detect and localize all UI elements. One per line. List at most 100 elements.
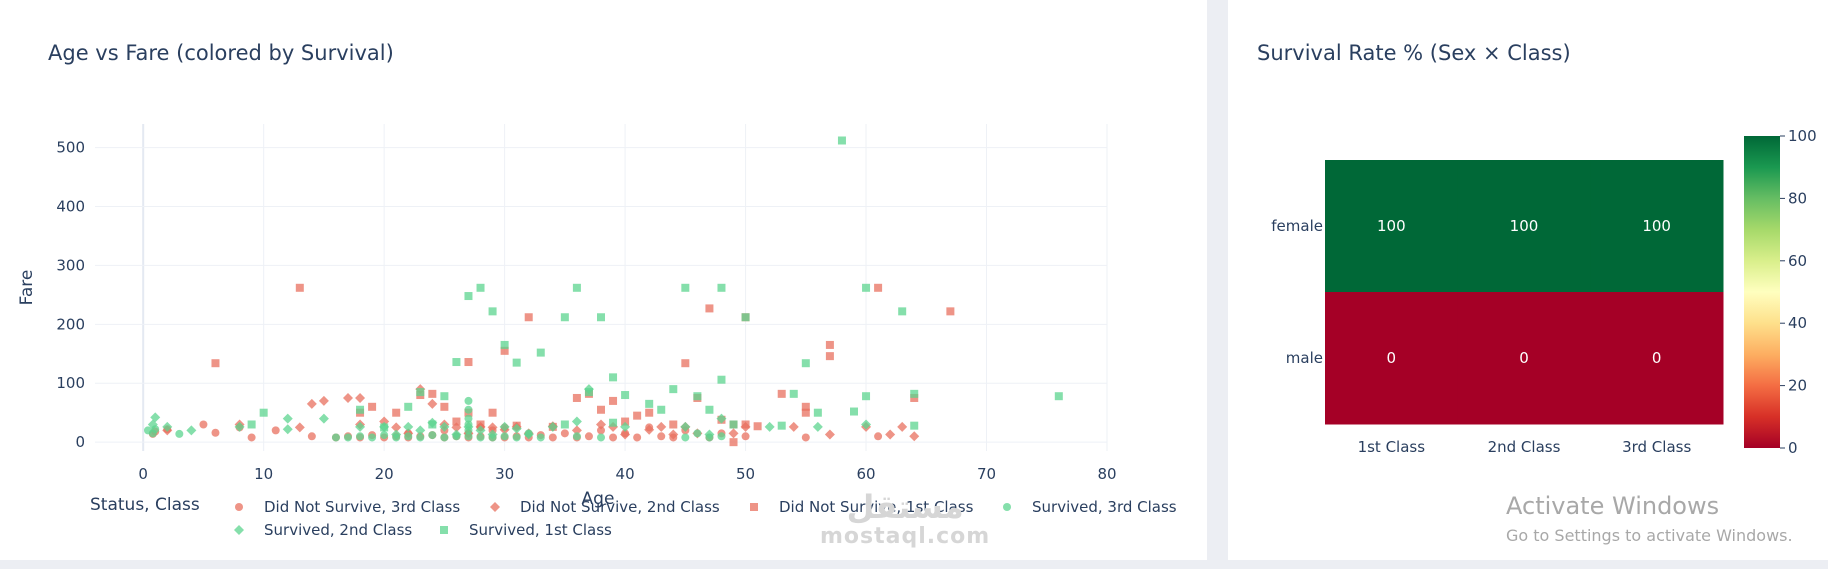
data-point[interactable] (825, 340, 834, 349)
data-point[interactable] (572, 432, 581, 441)
data-point[interactable] (910, 389, 919, 398)
data-point[interactable] (572, 283, 581, 292)
data-point[interactable] (680, 421, 691, 432)
data-point[interactable] (741, 432, 750, 441)
data-point[interactable] (476, 433, 485, 442)
data-point[interactable] (211, 428, 220, 437)
data-point[interactable] (427, 398, 438, 409)
data-point[interactable] (162, 421, 173, 432)
data-point[interactable] (753, 422, 762, 431)
data-point[interactable] (318, 413, 329, 424)
data-point[interactable] (716, 413, 727, 424)
heatmap-cell[interactable] (1590, 292, 1724, 425)
data-point[interactable] (536, 433, 545, 442)
data-point[interactable] (392, 408, 401, 417)
data-point[interactable] (186, 425, 197, 436)
data-point[interactable] (596, 419, 606, 430)
data-point[interactable] (452, 358, 461, 367)
data-point[interactable] (621, 417, 630, 426)
data-point[interactable] (355, 421, 366, 432)
data-point[interactable] (524, 313, 533, 322)
legend-item-label[interactable]: Survived, 2nd Class (264, 521, 412, 539)
data-point[interactable] (572, 393, 581, 402)
data-point[interactable] (356, 405, 365, 414)
data-point[interactable] (487, 422, 498, 433)
data-point[interactable] (307, 432, 316, 441)
data-point[interactable] (488, 408, 497, 417)
data-point[interactable] (825, 352, 834, 361)
data-point[interactable] (464, 292, 473, 301)
data-point[interactable] (391, 422, 402, 433)
data-point[interactable] (571, 425, 582, 436)
data-point[interactable] (597, 433, 605, 442)
legend-marker[interactable] (440, 526, 448, 534)
data-point[interactable] (499, 421, 510, 432)
data-point[interactable] (512, 358, 521, 367)
data-point[interactable] (910, 393, 919, 402)
data-point[interactable] (693, 429, 702, 438)
data-point[interactable] (681, 433, 690, 442)
data-point[interactable] (717, 375, 726, 384)
data-point[interactable] (380, 431, 389, 440)
data-point[interactable] (475, 425, 486, 436)
data-point[interactable] (609, 418, 618, 427)
data-point[interactable] (500, 340, 509, 349)
data-point[interactable] (391, 429, 402, 440)
data-point[interactable] (764, 421, 775, 432)
data-point[interactable] (464, 358, 473, 367)
data-point[interactable] (812, 421, 823, 432)
data-point[interactable] (910, 421, 919, 430)
data-point[interactable] (633, 411, 642, 420)
data-point[interactable] (476, 283, 485, 292)
data-point[interactable] (597, 405, 605, 414)
data-point[interactable] (415, 425, 426, 436)
legend-marker[interactable] (1003, 503, 1011, 511)
data-point[interactable] (801, 402, 810, 411)
data-point[interactable] (344, 433, 352, 442)
heatmap-cell[interactable] (1325, 160, 1459, 293)
data-point[interactable] (777, 421, 786, 430)
data-point[interactable] (645, 408, 654, 417)
legend-item-label[interactable]: Did Not Survive, 2nd Class (520, 498, 720, 516)
data-point[interactable] (645, 399, 654, 408)
data-point[interactable] (439, 421, 450, 432)
data-point[interactable] (705, 304, 714, 313)
data-point[interactable] (150, 412, 161, 423)
data-point[interactable] (234, 421, 245, 432)
data-point[interactable] (693, 392, 702, 401)
data-point[interactable] (898, 307, 907, 316)
data-point[interactable] (548, 433, 557, 442)
data-point[interactable] (331, 433, 340, 442)
data-point[interactable] (211, 359, 220, 368)
data-point[interactable] (609, 433, 618, 442)
data-point[interactable] (440, 433, 449, 442)
data-point[interactable] (897, 421, 908, 432)
data-point[interactable] (861, 419, 872, 430)
data-point[interactable] (717, 283, 726, 292)
data-point[interactable] (656, 421, 667, 432)
legend-marker[interactable] (750, 503, 758, 511)
data-point[interactable] (789, 389, 798, 398)
data-point[interactable] (355, 392, 366, 403)
data-point[interactable] (824, 429, 835, 440)
data-point[interactable] (247, 420, 256, 429)
data-point[interactable] (885, 429, 896, 440)
data-point[interactable] (487, 429, 498, 440)
data-point[interactable] (597, 426, 605, 435)
data-point[interactable] (669, 420, 678, 429)
data-point[interactable] (620, 421, 631, 432)
data-point[interactable] (657, 405, 666, 414)
data-point[interactable] (788, 421, 799, 432)
heatmap-chart[interactable]: 100 100 100 female 0 0 0 male 1st Class 2nd Class… (1228, 0, 1828, 560)
data-point[interactable] (705, 405, 714, 414)
data-point[interactable] (597, 313, 605, 322)
data-point[interactable] (801, 408, 810, 417)
data-point[interactable] (404, 402, 413, 411)
data-point[interactable] (488, 307, 497, 316)
data-point[interactable] (464, 414, 473, 423)
data-point[interactable] (199, 420, 208, 429)
data-point[interactable] (621, 391, 630, 400)
data-point[interactable] (294, 422, 305, 433)
data-point[interactable] (247, 433, 256, 442)
data-point[interactable] (813, 408, 822, 417)
